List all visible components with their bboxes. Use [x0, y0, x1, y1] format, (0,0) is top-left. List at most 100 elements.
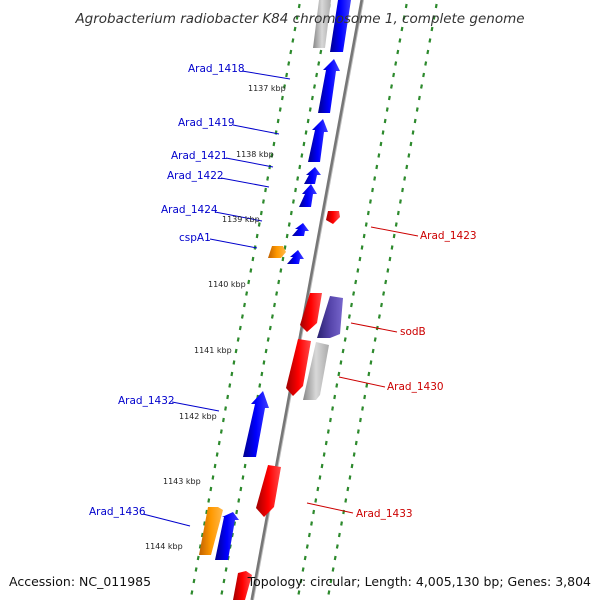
guide-track-inner-right-dash	[379, 141, 383, 147]
guide-track-outer-left-dash	[291, 38, 295, 43]
guide-track-outer-right-dash	[396, 210, 400, 216]
guide-track-inner-right-dash	[402, 15, 406, 20]
feature-arad-1419[interactable]	[308, 119, 328, 162]
feature-arad-1436-blue[interactable]	[215, 512, 239, 560]
guide-track-inner-right-dash	[297, 590, 301, 595]
feature-arad-1421[interactable]	[304, 167, 321, 184]
feature-arad-1424[interactable]	[292, 223, 309, 236]
guide-track-outer-left-dash	[234, 348, 238, 354]
guide-track-outer-left-dash	[236, 337, 240, 342]
guide-track-inner-right-dash	[341, 348, 345, 354]
gene-label-arad-1433[interactable]: Arad_1433	[356, 508, 413, 520]
guide-track-inner-left-dash	[279, 268, 283, 273]
guide-track-inner-right-dash	[375, 164, 379, 170]
feature-arad-1418[interactable]	[318, 59, 340, 113]
guide-track-inner-left-dash	[270, 314, 274, 319]
guide-track-outer-right-dash	[432, 15, 436, 20]
guide-track-outer-right-dash	[407, 153, 411, 158]
gene-label-sodb[interactable]: sodB	[400, 326, 426, 338]
guide-track-outer-left-dash	[213, 463, 217, 469]
gene-label-arad-1432[interactable]: Arad_1432	[118, 395, 175, 407]
guide-track-outer-right-dash	[434, 3, 438, 9]
feature-red-1141[interactable]	[286, 339, 311, 396]
gene-label-arad-1418[interactable]: Arad_1418	[188, 63, 245, 75]
guide-track-outer-left-dash	[289, 49, 293, 55]
guide-track-inner-right-dash	[360, 245, 364, 250]
gene-label-arad-1430[interactable]: Arad_1430	[387, 381, 444, 393]
feature-cspa1[interactable]	[268, 246, 286, 258]
gene-label-arad-1424[interactable]: Arad_1424	[161, 204, 218, 216]
leader-arad-1421	[225, 157, 274, 168]
guide-track-outer-left-dash	[209, 486, 213, 492]
guide-track-inner-right-dash	[350, 302, 353, 308]
guide-track-inner-right-dash	[316, 486, 320, 492]
guide-track-outer-left-dash	[251, 256, 255, 262]
gene-label-cspa1[interactable]: cspA1	[179, 232, 211, 244]
leader-arad-1419	[232, 124, 280, 135]
guide-track-inner-right-dash	[339, 360, 343, 365]
gene-label-arad-1421[interactable]: Arad_1421	[171, 150, 228, 162]
feature-bottom-red[interactable]	[233, 571, 252, 600]
guide-track-inner-right-dash	[326, 429, 330, 434]
guide-track-outer-left-dash	[245, 291, 249, 296]
feature-arad-1432[interactable]	[243, 391, 269, 457]
guide-track-outer-left-dash	[232, 360, 236, 365]
guide-track-outer-right-dash	[340, 521, 343, 526]
guide-track-inner-left-dash	[289, 210, 293, 216]
gene-label-arad-1419[interactable]: Arad_1419	[178, 117, 235, 129]
leader-cspa1	[209, 238, 258, 249]
feature-arad-1430[interactable]	[303, 342, 329, 400]
feature-arad-1422[interactable]	[299, 184, 317, 207]
feature-arad-1423[interactable]	[326, 211, 340, 224]
guide-track-outer-right-dash	[348, 475, 352, 480]
guide-track-inner-left-dash	[266, 337, 270, 342]
guide-track-inner-right-dash	[385, 107, 389, 112]
kbp-marker-1142: 1142 kbp	[179, 412, 217, 421]
feature-sodb[interactable]	[317, 296, 343, 338]
guide-track-inner-right-dash	[343, 337, 347, 342]
feature-arad-1436[interactable]	[199, 507, 223, 555]
guide-track-inner-right-dash	[398, 38, 402, 43]
guide-track-inner-right-dash	[303, 555, 307, 561]
feature-top-gray[interactable]	[313, 0, 331, 48]
guide-track-outer-right-dash	[384, 279, 388, 285]
guide-track-inner-right-dash	[356, 268, 360, 273]
leader-sodb	[350, 322, 398, 333]
feature-cspa1-blue[interactable]	[287, 250, 304, 264]
guide-track-outer-right-dash	[350, 463, 354, 469]
map-title: Agrobacterium radiobacter K84 chromosome…	[74, 11, 524, 27]
guide-track-inner-right-dash	[354, 279, 358, 285]
guide-track-outer-left-dash	[194, 567, 198, 572]
guide-track-inner-left-dash	[302, 141, 306, 147]
leader-arad-1418	[241, 70, 291, 80]
guide-track-outer-left-dash	[272, 141, 276, 147]
guide-track-inner-left-dash	[277, 279, 281, 285]
gene-label-arad-1423[interactable]: Arad_1423	[420, 230, 477, 242]
leader-arad-1433	[306, 502, 354, 514]
guide-track-inner-right-dash	[307, 532, 311, 538]
guide-track-inner-right-dash	[305, 544, 309, 549]
gene-label-arad-1436[interactable]: Arad_1436	[89, 506, 146, 518]
guide-track-inner-left-dash	[281, 256, 285, 262]
guide-track-inner-left-dash	[241, 475, 245, 480]
guide-track-outer-left-dash	[215, 452, 219, 457]
guide-track-outer-left-dash	[238, 325, 242, 331]
guide-track-outer-right-dash	[327, 590, 331, 595]
feature-top-blue[interactable]	[330, 0, 351, 52]
feature-arad-1433[interactable]	[256, 465, 281, 517]
guide-track-outer-right-dash	[428, 38, 432, 43]
guide-track-inner-left-dash	[283, 245, 287, 250]
guide-track-outer-left-dash	[285, 72, 289, 78]
guide-track-inner-right-dash	[347, 314, 351, 319]
guide-track-inner-right-dash	[345, 325, 349, 331]
kbp-marker-1138: 1138 kbp	[236, 150, 274, 159]
guide-track-outer-right-dash	[399, 199, 402, 204]
feature-red-1140[interactable]	[300, 293, 322, 332]
guide-track-outer-right	[327, 3, 438, 595]
gene-label-arad-1422[interactable]: Arad_1422	[167, 170, 224, 182]
guide-track-inner-right-dash	[318, 475, 322, 480]
guide-track-outer-right-dash	[365, 383, 369, 388]
guide-track-outer-right-dash	[344, 498, 348, 503]
guide-track-outer-left-dash	[198, 544, 202, 549]
